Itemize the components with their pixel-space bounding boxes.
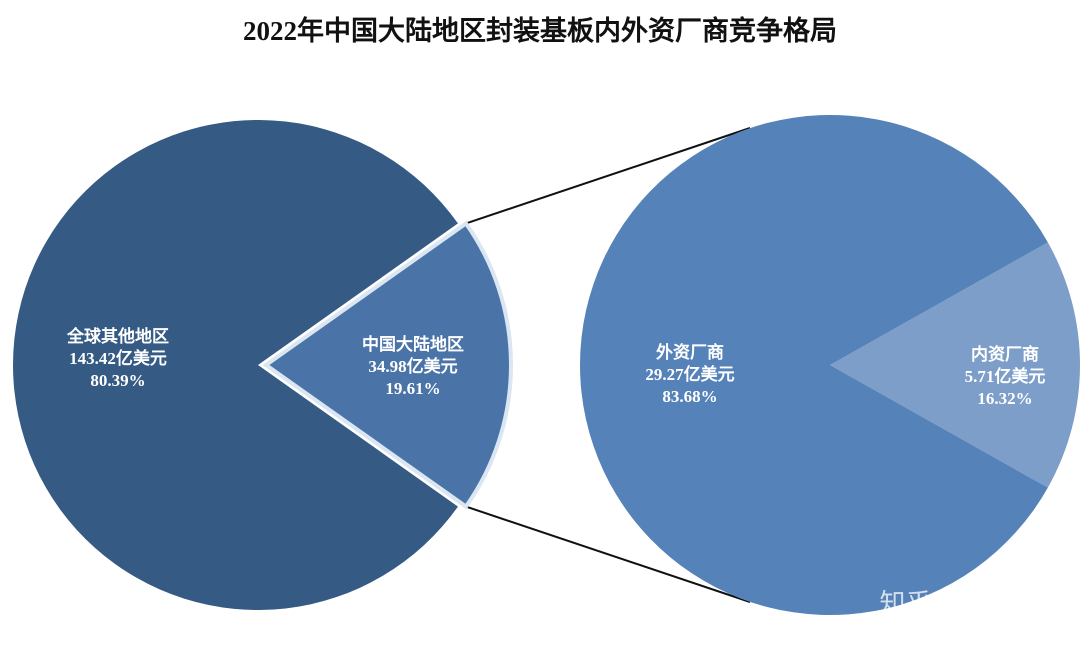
connectors — [465, 127, 751, 603]
value-label: 83.68% — [662, 387, 717, 406]
amount-label: 5.71亿美元 — [965, 366, 1046, 386]
value-label: 19.61% — [385, 379, 440, 398]
watermark: 知乎 @清蒸荟 — [880, 589, 1040, 618]
value-label: 16.32% — [977, 389, 1032, 408]
slice-label: 外资厂商 — [656, 342, 724, 362]
slice-label: 全球其他地区 — [66, 326, 169, 346]
pie-slice — [830, 242, 1080, 488]
pie-slice — [580, 115, 1048, 615]
amount-label: 34.98亿美元 — [368, 356, 457, 376]
slice-label: 中国大陆地区 — [362, 334, 464, 354]
chart-title: 2022年中国大陆地区封装基板内外资厂商竞争格局 — [243, 15, 837, 46]
value-label: 80.39% — [90, 371, 145, 390]
amount-label: 29.27亿美元 — [645, 364, 734, 384]
pie-slice — [12, 119, 458, 610]
pie-slice — [262, 220, 513, 510]
connector-line — [465, 127, 751, 225]
slice-label: 内资厂商 — [971, 344, 1039, 364]
amount-label: 143.42亿美元 — [69, 348, 167, 368]
connector-line — [465, 505, 751, 603]
